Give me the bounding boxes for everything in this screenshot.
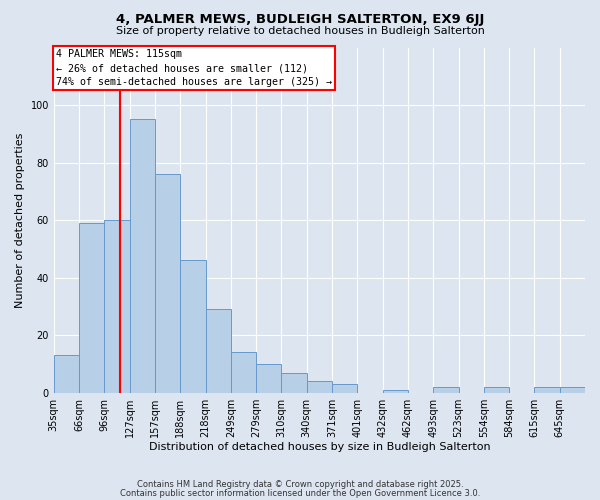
Bar xyxy=(231,352,256,393)
Bar xyxy=(484,387,509,392)
Bar xyxy=(206,310,231,392)
Bar xyxy=(433,387,458,392)
Bar xyxy=(79,223,104,392)
X-axis label: Distribution of detached houses by size in Budleigh Salterton: Distribution of detached houses by size … xyxy=(149,442,490,452)
Bar xyxy=(332,384,358,392)
Bar xyxy=(307,381,332,392)
Text: 4 PALMER MEWS: 115sqm
← 26% of detached houses are smaller (112)
74% of semi-det: 4 PALMER MEWS: 115sqm ← 26% of detached … xyxy=(56,49,332,87)
Text: Size of property relative to detached houses in Budleigh Salterton: Size of property relative to detached ho… xyxy=(116,26,484,36)
Y-axis label: Number of detached properties: Number of detached properties xyxy=(15,132,25,308)
Bar xyxy=(256,364,281,392)
Text: Contains HM Land Registry data © Crown copyright and database right 2025.: Contains HM Land Registry data © Crown c… xyxy=(137,480,463,489)
Bar xyxy=(535,387,560,392)
Bar xyxy=(560,387,585,392)
Bar xyxy=(130,120,155,392)
Bar xyxy=(104,220,130,392)
Bar xyxy=(155,174,180,392)
Text: Contains public sector information licensed under the Open Government Licence 3.: Contains public sector information licen… xyxy=(120,488,480,498)
Text: 4, PALMER MEWS, BUDLEIGH SALTERTON, EX9 6JJ: 4, PALMER MEWS, BUDLEIGH SALTERTON, EX9 … xyxy=(116,12,484,26)
Bar xyxy=(383,390,408,392)
Bar xyxy=(281,372,307,392)
Bar xyxy=(180,260,206,392)
Bar xyxy=(54,356,79,393)
